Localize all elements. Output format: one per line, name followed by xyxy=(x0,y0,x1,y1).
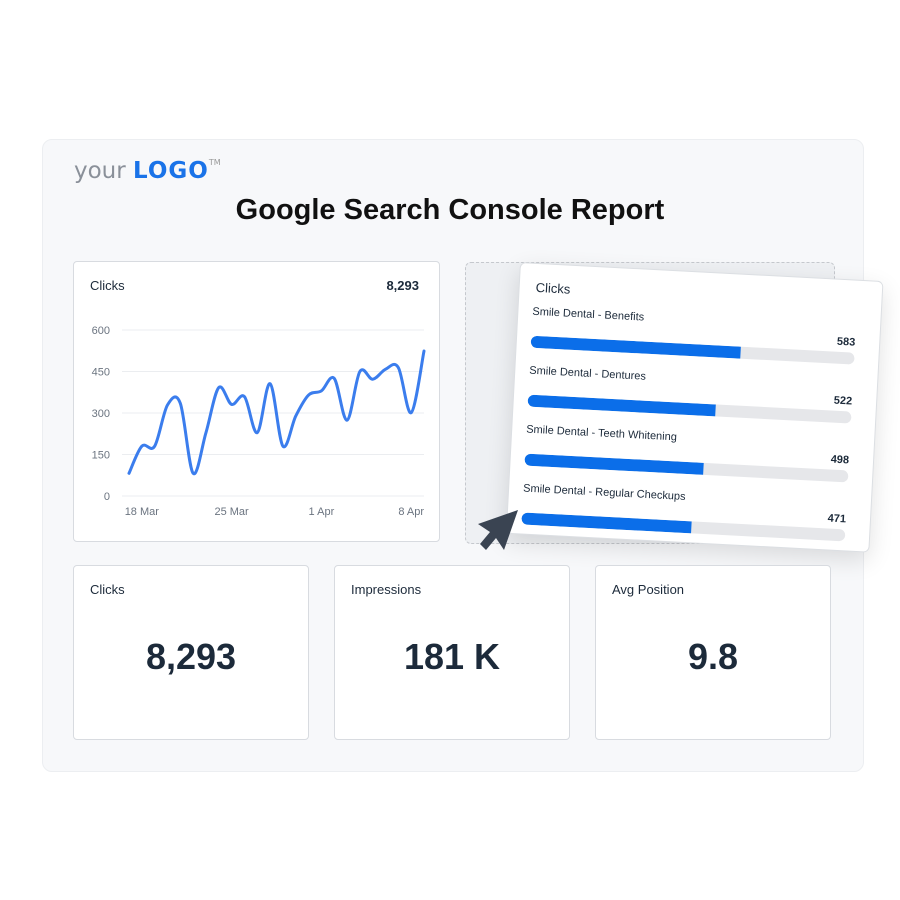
line-chart: 0 150 300 450 600 18 Mar 25 Mar 1 Apr 8 Apr xyxy=(92,325,426,518)
y-tick-label: 600 xyxy=(92,325,110,337)
y-tick-label: 450 xyxy=(92,367,110,379)
x-tick-label: 8 Apr xyxy=(398,506,424,518)
bar-row: Smile Dental - Dentures 522 xyxy=(527,364,853,424)
clicks-bar-card[interactable]: Clicks Smile Dental - Benefits 583 Smile D… xyxy=(505,262,884,553)
kpi-card: Avg Position 9.8 xyxy=(595,565,831,740)
logo: your LOGOTM xyxy=(74,158,221,184)
bar-row: Smile Dental - Benefits 583 xyxy=(530,305,856,365)
logo-prefix: your xyxy=(74,158,126,184)
bar-track xyxy=(524,453,849,483)
kpi-label: Clicks xyxy=(90,582,125,597)
bar-value: 471 xyxy=(827,512,847,526)
kpi-value: 181 K xyxy=(403,636,501,677)
y-tick-label: 300 xyxy=(92,408,110,420)
x-tick-label: 1 Apr xyxy=(309,506,335,518)
bar-fill xyxy=(527,394,716,417)
logo-tm: TM xyxy=(208,158,221,167)
page-title: Google Search Console Report xyxy=(235,194,665,226)
logo-brand: LOGO xyxy=(133,158,209,184)
bar-value: 583 xyxy=(836,335,856,349)
kpi-label: Avg Position xyxy=(612,582,685,597)
card-title: Clicks xyxy=(90,278,125,293)
bar-track xyxy=(530,335,855,365)
kpi-label: Impressions xyxy=(351,582,422,597)
bar-value: 522 xyxy=(833,394,853,408)
bar-label: Smile Dental - Teeth Whitening xyxy=(525,423,678,444)
clicks-series-line xyxy=(127,349,426,476)
bar-track xyxy=(521,512,846,542)
y-tick-label: 0 xyxy=(104,491,110,503)
card-total: 8,293 xyxy=(386,278,419,293)
bar-value: 498 xyxy=(830,453,850,467)
x-tick-label: 25 Mar xyxy=(214,506,249,518)
y-tick-label: 150 xyxy=(92,450,110,462)
kpi-value: 8,293 xyxy=(145,636,237,677)
x-tick-label: 18 Mar xyxy=(125,506,160,518)
kpi-value: 9.8 xyxy=(687,636,739,677)
card-title: Clicks xyxy=(535,279,571,297)
cursor-arrow-icon xyxy=(478,510,518,550)
kpi-card: Impressions 181 K xyxy=(334,565,570,740)
kpi-card: Clicks 8,293 xyxy=(73,565,309,740)
bar-fill xyxy=(530,335,741,359)
bar-label: Smile Dental - Regular Checkups xyxy=(522,482,686,503)
bar-label: Smile Dental - Dentures xyxy=(529,364,647,383)
bar-fill xyxy=(521,512,692,534)
bar-track xyxy=(527,394,852,424)
bar-label: Smile Dental - Benefits xyxy=(532,305,645,324)
bar-row: Smile Dental - Teeth Whitening 498 xyxy=(524,423,850,483)
clicks-line-card: Clicks 8,293 0 150 300 450 600 18 Mar 25 Mar 1 … xyxy=(73,261,440,542)
bar-row: Smile Dental - Regular Checkups 471 xyxy=(521,482,847,542)
bar-fill xyxy=(524,453,705,475)
